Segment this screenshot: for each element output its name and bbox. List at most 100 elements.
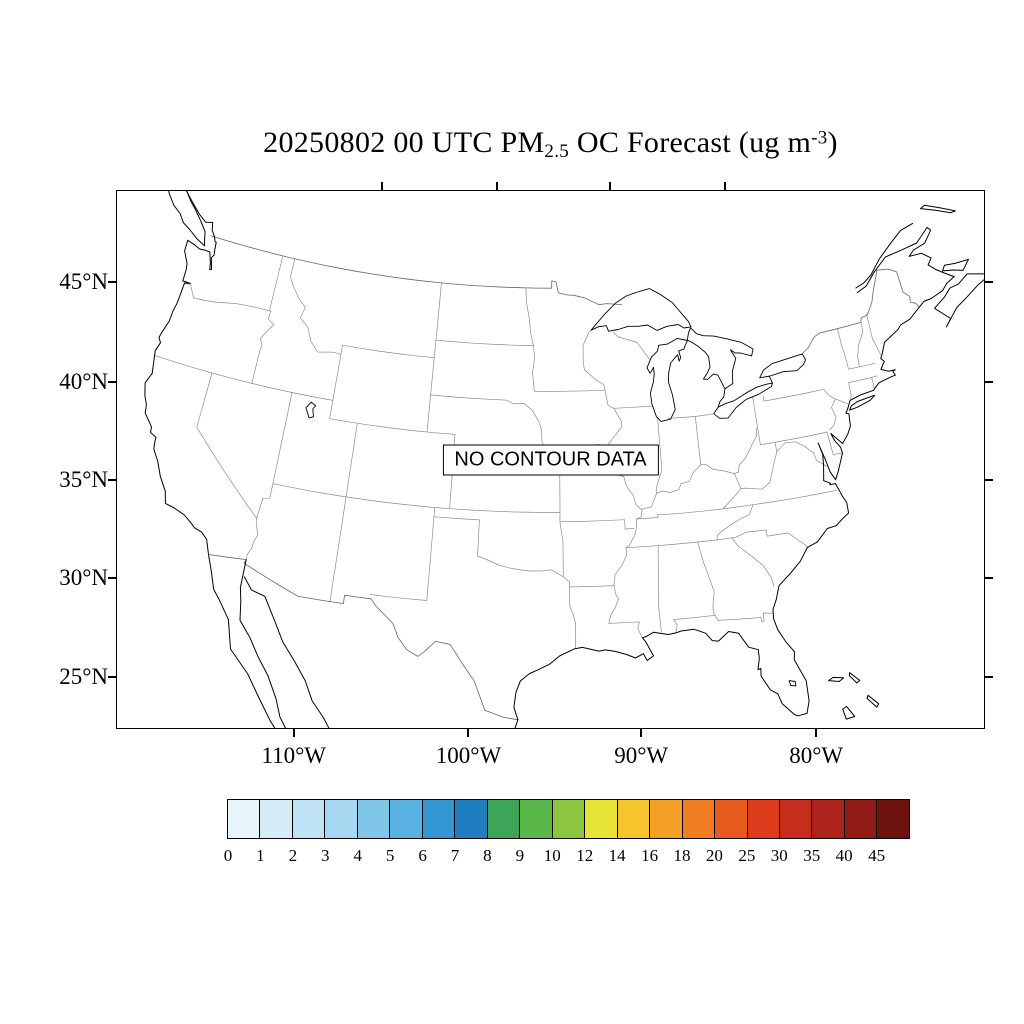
- map-state-border: [836, 327, 849, 370]
- x-axis-tick-top: [495, 182, 498, 190]
- map-coastline: [167, 189, 205, 246]
- x-axis-tick-top: [381, 182, 383, 190]
- us-map: [143, 189, 985, 729]
- colorbar-segment: [650, 800, 683, 838]
- title-text-2: OC Forecast (ug m: [569, 126, 812, 159]
- map-state-border: [865, 312, 881, 355]
- colorbar-segment: [487, 800, 521, 838]
- map-state-border: [559, 520, 564, 577]
- map-state-border: [762, 388, 836, 430]
- map-state-border: [245, 517, 258, 560]
- y-axis-tick-left: [108, 281, 116, 284]
- title-text-3: ): [827, 126, 838, 159]
- map-state-border: [525, 287, 534, 346]
- map-coastline: [512, 306, 920, 720]
- map-state-border: [429, 394, 532, 410]
- map-lake-outline: [768, 375, 773, 384]
- y-axis-tick-right: [985, 380, 993, 383]
- colorbar-tick-label: 6: [418, 846, 427, 865]
- map-state-border: [847, 362, 875, 370]
- plot-title: 20250802 00 UTC PM2.5 OC Forecast (ug m-…: [116, 126, 985, 163]
- colorbar-tick-label: 3: [321, 846, 330, 865]
- x-axis-label: 110°W: [261, 743, 326, 768]
- y-axis-label: 30°N: [59, 565, 108, 591]
- colorbar-segment: [357, 800, 391, 838]
- title-superscript: -3: [811, 127, 828, 149]
- map-state-border: [716, 503, 753, 540]
- y-axis-label: 25°N: [59, 664, 108, 690]
- colorbar-segment: [585, 800, 618, 838]
- colorbar-segment: [779, 800, 813, 838]
- colorbar-tick-label: 12: [576, 846, 594, 865]
- map-coastline: [185, 189, 206, 246]
- map-lake-outline: [788, 679, 796, 686]
- map-state-border: [655, 463, 701, 494]
- map-state-border: [369, 506, 435, 601]
- map-national-border-group: [207, 234, 919, 720]
- map-state-border: [640, 492, 657, 510]
- colorbar-segment: [292, 800, 326, 838]
- map-coastline: [933, 272, 985, 327]
- colorbar-tick-label: 35: [803, 846, 821, 865]
- map-state-border: [625, 539, 718, 548]
- map-frame: NO CONTOUR DATA: [116, 189, 985, 729]
- y-axis-label: 35°N: [59, 466, 108, 492]
- colorbar-tick-label: 45: [868, 846, 886, 865]
- colorbar-tick-label: 8: [483, 846, 492, 865]
- map-state-border: [733, 441, 777, 490]
- y-axis-label: 40°N: [59, 368, 108, 394]
- no-contour-data-label: NO CONTOUR DATA: [442, 444, 659, 475]
- colorbar-segment: [877, 800, 909, 838]
- map-state-border: [435, 339, 534, 346]
- map-state-border: [153, 354, 333, 401]
- y-axis-tick-right: [985, 281, 993, 284]
- map-state-border: [582, 329, 642, 624]
- colorbar-tick-label: 30: [770, 846, 788, 865]
- map-coastline: [848, 671, 860, 683]
- map-state-border: [694, 415, 701, 465]
- map-state-border: [731, 537, 774, 587]
- colorbar-tick-label: 5: [385, 846, 395, 865]
- map-state-border: [847, 374, 878, 383]
- colorbar-segment: [455, 800, 488, 838]
- colorbar-segment: [390, 800, 423, 838]
- map-state-border: [568, 584, 615, 587]
- colorbar-segment: [844, 800, 878, 838]
- colorbar-tick-label: 14: [608, 846, 626, 865]
- colorbar-segment: [520, 800, 553, 838]
- map-coastline: [919, 204, 956, 213]
- map-state-border: [826, 431, 843, 455]
- map-coastline: [184, 189, 215, 237]
- map-coastline: [841, 705, 855, 720]
- x-axis-tick-bottom: [467, 729, 470, 737]
- colorbar-segment: [260, 800, 293, 838]
- x-axis-tick-bottom: [640, 729, 643, 737]
- map-state-border: [341, 344, 435, 358]
- map-state-border: [635, 508, 723, 519]
- colorbar-segment: [617, 800, 651, 838]
- colorbar-tick-label: 16: [641, 846, 659, 865]
- map-coastline: [827, 676, 844, 682]
- map-lake-outline-group: [305, 287, 806, 686]
- map-state-border: [834, 398, 848, 404]
- map-coastline: [856, 226, 955, 308]
- colorbar-segment: [422, 800, 456, 838]
- map-state-border: [250, 310, 274, 384]
- colorbar-tick-label: 2: [288, 846, 298, 865]
- y-axis-tick-right: [985, 478, 993, 481]
- map-national-border: [801, 268, 919, 354]
- colorbar-tick-label: 25: [738, 846, 756, 865]
- map-state-border: [255, 391, 292, 519]
- map-state-border: [751, 395, 761, 445]
- map-lake-outline: [646, 337, 688, 422]
- colorbar-tick-label: 10: [543, 846, 561, 865]
- map-lake-outline: [590, 287, 691, 332]
- map-lake-outline: [717, 387, 725, 408]
- map-national-border: [210, 234, 622, 305]
- y-axis-tick-left: [108, 577, 116, 580]
- y-axis-tick-left: [108, 478, 116, 481]
- map-state-border: [722, 489, 837, 509]
- y-axis-label: 45°N: [59, 269, 108, 295]
- map-lake-outline: [305, 401, 316, 418]
